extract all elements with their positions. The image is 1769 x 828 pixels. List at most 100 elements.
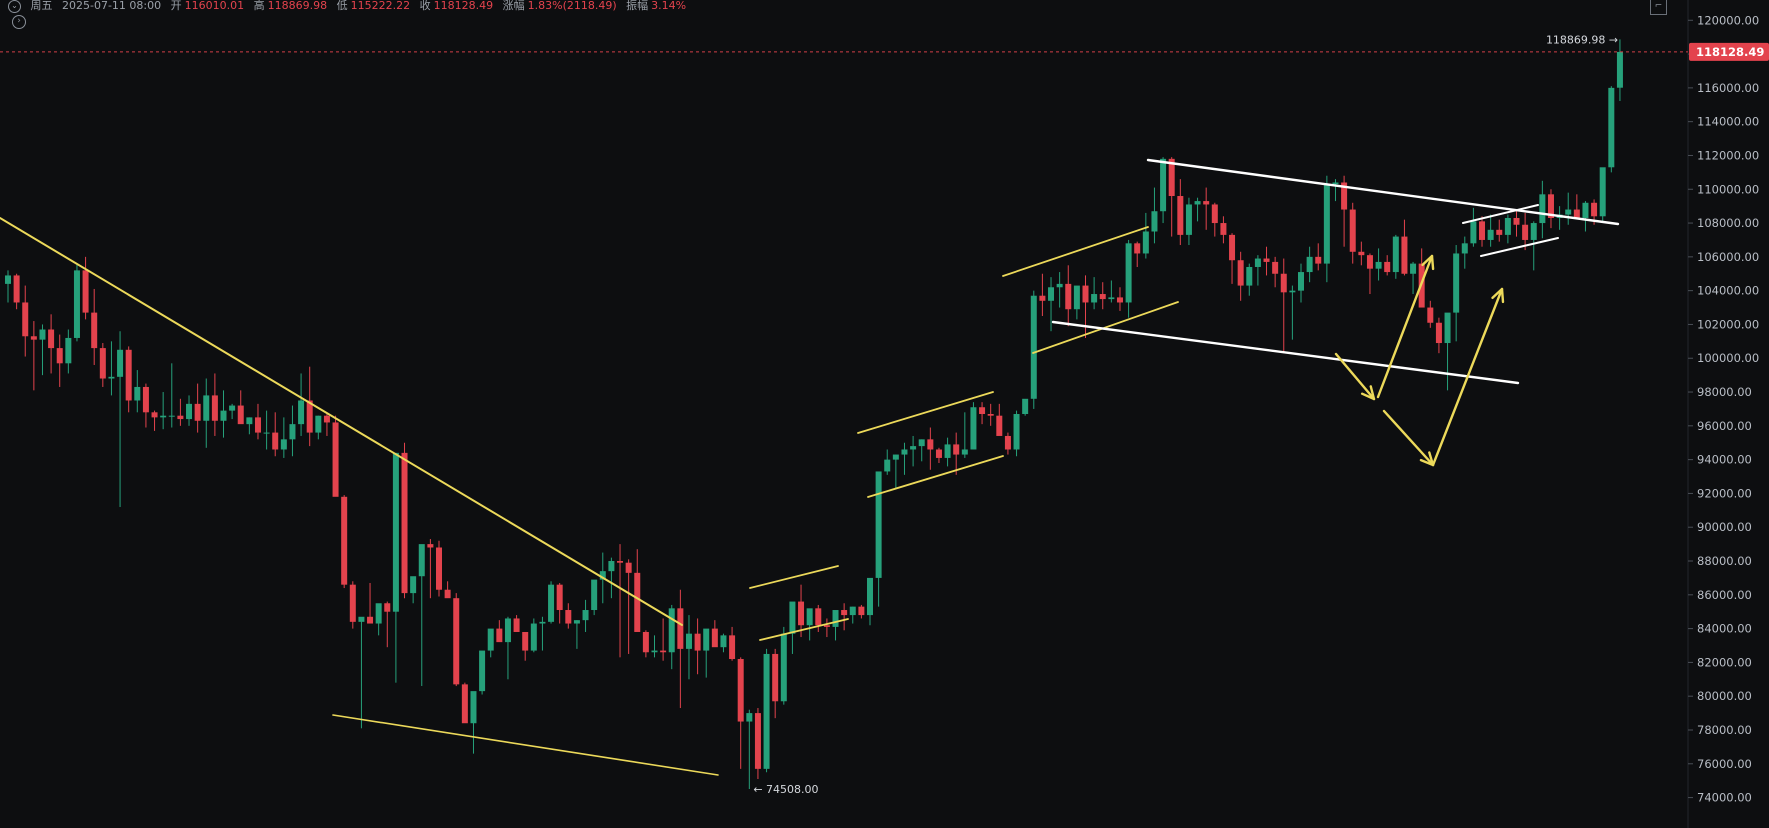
candle [1547,189,1554,229]
candle [13,273,20,310]
expand-icon[interactable]: › [12,15,26,29]
candle-body [211,395,218,421]
candle-body [1065,283,1072,310]
candle-body [970,407,977,450]
candle-body [1375,261,1382,269]
candle [504,616,511,680]
candle [1616,39,1623,102]
candle-body [1479,221,1486,240]
candle [22,285,29,357]
candle-body [1022,398,1029,414]
candle-body [298,400,305,425]
candle-body [918,439,925,447]
candle-body [1539,194,1546,224]
candle [823,618,830,638]
header-datetime: 2025-07-11 08:00 [62,0,162,12]
candle-body [410,576,417,594]
candle-body [48,329,55,349]
fullscreen-icon[interactable]: ⌐ [1650,0,1667,15]
candle-body [1444,312,1451,344]
candle [358,616,365,729]
candle [1496,219,1503,242]
candle-body [910,446,917,450]
candle [1556,206,1563,230]
candle-body [1013,414,1020,450]
candle [315,415,322,440]
candle [1504,214,1511,244]
candle [1522,212,1529,251]
candle-body [1504,217,1511,235]
candle-body [22,302,29,337]
collapse-icon[interactable]: ⌄ [8,0,21,13]
candle [220,390,227,438]
candle-body [565,610,572,624]
candle [1461,236,1468,269]
channel-1-lower [759,618,849,641]
candle [65,329,72,374]
candle-body [1203,201,1210,205]
candle-body [323,415,330,423]
channel-3-upper [1002,226,1149,277]
candle-body [1177,196,1184,235]
candle [289,405,296,457]
candle [73,263,80,342]
candle [125,346,132,413]
high-price-marker: 118869.98 → [1546,33,1618,46]
candle-body [461,684,468,724]
close-value: 118128.49 [433,0,494,12]
candle [1211,202,1218,237]
candle [1435,317,1442,354]
candle-body [789,601,796,634]
candle-body [1599,167,1606,217]
candle-body [884,459,891,472]
candle [427,539,434,599]
candle-body [599,571,606,580]
arrow-down-2 [1382,409,1435,467]
candle-body [1470,221,1477,244]
candle-body [815,608,822,626]
candle [470,691,477,754]
candle [1366,253,1373,295]
arrow-up-1 [1376,254,1435,399]
candle-body [1254,258,1261,267]
candle [306,366,313,447]
candle [892,454,899,489]
candle [1091,277,1098,310]
arrow-up-1-head [1421,254,1435,271]
candle [39,324,46,376]
candle [780,626,787,705]
candle-body [1530,223,1537,240]
candle-body [1194,201,1201,205]
candle-body [1082,285,1089,303]
candle [117,331,124,507]
candle [1384,255,1391,276]
low-label: 低 [336,0,348,12]
candle [1082,275,1089,338]
candle [384,601,391,648]
arrow-up-1-shaft [1376,254,1434,399]
candle [1298,263,1304,303]
candle [1013,410,1020,457]
candle [703,628,710,678]
candle-body [1004,435,1011,450]
candle-body [1392,236,1399,273]
candle [91,288,98,365]
wedge-upper [1146,158,1620,226]
y-tick-label: 94000.00 [1697,453,1752,467]
candle-body [168,415,175,417]
candle-body [530,623,537,651]
candle-body [892,454,899,460]
candle [1168,157,1175,237]
candle [375,603,382,636]
candle [1272,256,1279,288]
channel-1-upper [749,565,839,589]
candle [961,412,968,458]
candle-body [496,628,503,643]
candle-body [1168,158,1175,197]
candle [720,633,727,653]
candle-body [1185,204,1192,235]
candle [1306,246,1313,283]
candle [608,557,615,599]
candle [1582,201,1589,232]
